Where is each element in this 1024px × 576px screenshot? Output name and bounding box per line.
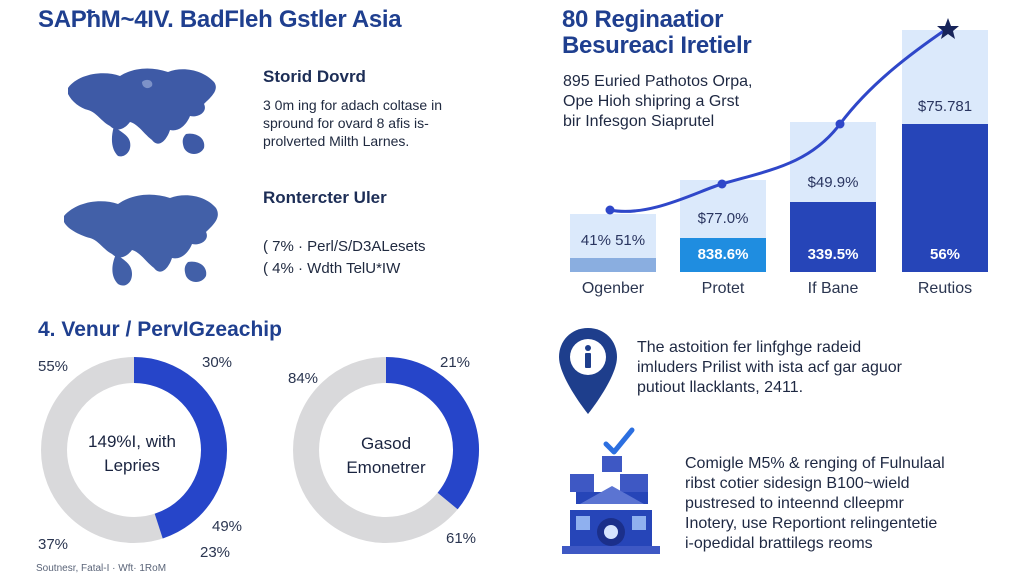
bar-category-label: If Bane xyxy=(807,280,859,297)
factory-text-line: i-opedidal brattilegs reoms xyxy=(685,535,873,552)
section1-text-line: prolverted Milth Larnes. xyxy=(263,133,410,149)
chart-intro-line: Ope Hioh shipring a Grst xyxy=(563,93,740,110)
donut1-label: 30% xyxy=(202,354,233,371)
donut-chart-2 xyxy=(293,357,479,543)
bar-fill-2 xyxy=(680,238,766,272)
bar-category-label: Ogenber xyxy=(581,280,645,297)
info-pin-icon xyxy=(559,328,617,414)
donut2-center-line: Emonetrer xyxy=(346,458,426,477)
world-map-icon xyxy=(64,194,218,286)
donut1-label: 55% xyxy=(38,358,69,375)
factory-text-line: pustresed to inteennd clleepmr xyxy=(685,495,904,512)
bar-fill-4 xyxy=(902,124,988,272)
donut2-label: 21% xyxy=(440,354,471,371)
right-title-line1: 80 Reginaatior xyxy=(562,6,724,33)
trend-point xyxy=(717,179,727,189)
star-icon xyxy=(937,18,959,39)
bar-chart xyxy=(570,18,988,272)
right-title-line2: Besureaci Iretielr xyxy=(562,32,752,59)
section1-text-line: spround for ovard 8 afis is- xyxy=(263,115,429,131)
section1-text-line: 3 0m ing for adach coltase in xyxy=(263,97,442,113)
bar-top-label: 41% 51% xyxy=(580,232,646,249)
donut1-label: 49% xyxy=(212,518,243,535)
donut2-center: Gasod Emonetrer xyxy=(316,432,456,480)
section2-item: ( 7% · Perl/S/D3ALesets xyxy=(263,238,426,255)
donut1-arc xyxy=(133,357,227,539)
page-title: SAPħM~4IV. BadFleh Gstler Asia xyxy=(38,6,402,33)
bar-inner-label: 339.5% xyxy=(807,246,859,263)
donut-chart-1 xyxy=(41,357,227,543)
donut2-arc xyxy=(385,357,479,510)
donut1-center-line: 149%I, with xyxy=(88,432,176,451)
factory-text: Comigle M5% & renging of Fulnulaal ribst… xyxy=(685,454,945,554)
chart-intro-line: 895 Euried Pathotos Orpa, xyxy=(563,73,753,90)
bar-category-label: Protet xyxy=(701,280,745,297)
donut1-center: 149%I, with Lepries xyxy=(62,430,202,478)
info-text-line: imluders Prilist with ista acf gar aguor xyxy=(637,359,902,376)
source-note: Soutnesr, Fatal-I · Wft· 1RoM xyxy=(36,563,167,574)
info-text-line: The astoition fer linfghge radeid xyxy=(637,339,862,356)
chart-intro-line: bir Infesgon Siaprutel xyxy=(563,113,715,130)
trend-point xyxy=(835,119,845,129)
info-text: The astoition fer linfghge radeid imlude… xyxy=(637,338,902,398)
bar-inner-label: 56% xyxy=(929,246,961,263)
section2-item: ( 4% · Wdth TelU*IW xyxy=(263,260,401,277)
bar-inner-label: 838.6% xyxy=(697,246,749,263)
donut2-label: 61% xyxy=(446,530,477,547)
bar-category-label: Reutios xyxy=(917,280,973,297)
bar-fill-3 xyxy=(790,202,876,272)
donut2-label: 84% xyxy=(288,370,319,387)
donut1-label: 23% xyxy=(200,544,231,561)
section2-list: ( 7% · Perl/S/D3ALesets ( 4% · Wdth TelU… xyxy=(263,236,426,280)
factory-text-line: Inotery, use Reportiont relingentetie xyxy=(685,515,938,532)
factory-text-line: Comigle M5% & renging of Fulnulaal xyxy=(685,455,945,472)
world-map-icon xyxy=(68,68,216,157)
donut1-center-line: Lepries xyxy=(104,456,160,475)
donut2-center-line: Gasod xyxy=(360,434,412,453)
trend-point xyxy=(605,205,615,215)
factory-check-icon xyxy=(562,427,660,554)
factory-text-line: ribst cotier sidesign B100~wield xyxy=(685,475,910,492)
section2-heading: Rontercter Uler xyxy=(263,188,387,207)
info-text-line: putiout llacklants, 2411. xyxy=(637,379,804,396)
bar-top-label: $75.781 xyxy=(917,98,973,115)
bar-top-label: $77.0% xyxy=(697,210,749,227)
bar-top-label: $49.9% xyxy=(807,174,859,191)
donut-section-heading: 4. Venur / PervIGzeachip xyxy=(38,318,282,341)
section1-text: 3 0m ing for adach coltase in spround fo… xyxy=(263,96,442,150)
section1-heading: Storid Dovrd xyxy=(263,67,366,86)
bar-fill-1 xyxy=(570,258,656,272)
chart-intro: 895 Euried Pathotos Orpa, Ope Hioh shipr… xyxy=(563,72,752,132)
donut1-label: 37% xyxy=(38,536,69,553)
trend-line xyxy=(609,26,949,213)
